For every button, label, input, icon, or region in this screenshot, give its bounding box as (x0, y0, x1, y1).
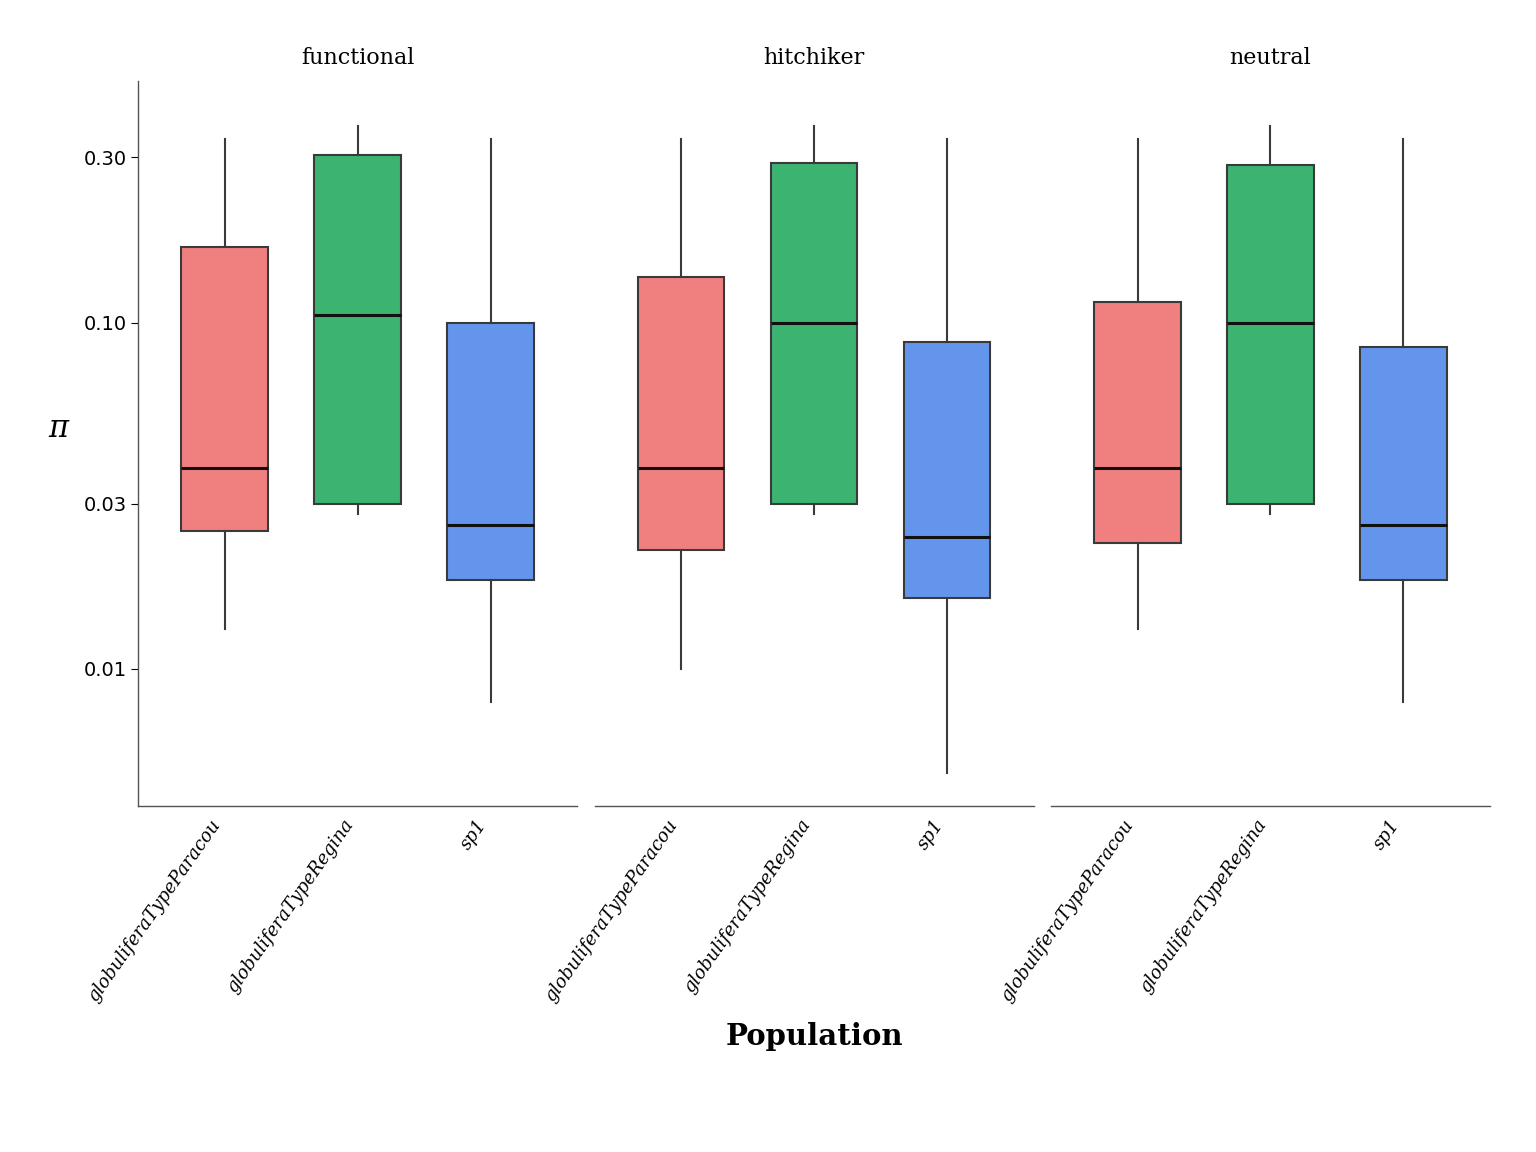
Y-axis label: π: π (48, 412, 68, 444)
PathPatch shape (315, 154, 401, 503)
Title: functional: functional (301, 47, 415, 69)
PathPatch shape (771, 162, 857, 503)
Title: neutral: neutral (1230, 47, 1312, 69)
PathPatch shape (181, 248, 267, 531)
PathPatch shape (1227, 165, 1313, 503)
Text: Population: Population (725, 1022, 903, 1052)
PathPatch shape (1094, 302, 1181, 544)
PathPatch shape (637, 278, 725, 551)
PathPatch shape (447, 323, 535, 581)
PathPatch shape (1361, 347, 1447, 581)
Title: hitchiker: hitchiker (763, 47, 865, 69)
PathPatch shape (903, 342, 991, 598)
